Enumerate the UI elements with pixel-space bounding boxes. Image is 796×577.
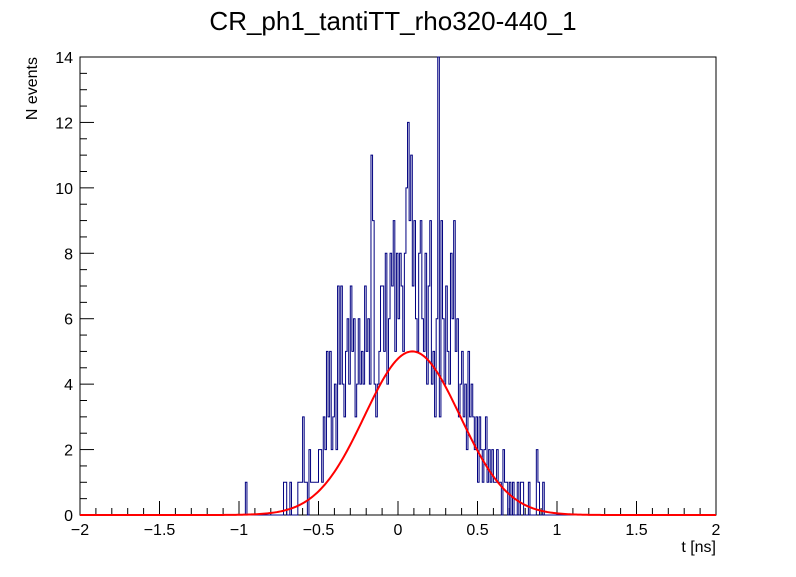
histogram-series: [80, 56, 716, 516]
x-tick-label: 1.5: [625, 522, 647, 539]
y-tick-label: 8: [64, 246, 73, 263]
fit-curve-layer: [80, 350, 716, 516]
histogram-line: [80, 56, 716, 516]
x-tick-label: 1: [553, 522, 562, 539]
x-tick-label: 2: [712, 522, 721, 539]
y-tick-label: 0: [64, 508, 73, 525]
y-axis: 0 2 4 6 8 10 12 14: [55, 50, 94, 525]
x-axis-label: t [ns]: [681, 539, 716, 556]
x-tick-label: −0.5: [303, 522, 335, 539]
chart-title: CR_ph1_tantiTT_rho320-440_1: [209, 6, 576, 36]
x-axis: −2 −1.5 −1 −0.5 0 0.5 1 1.5 2: [71, 501, 721, 539]
x-tick-label: −1.5: [144, 522, 176, 539]
gaussian-fit-curve: [80, 350, 716, 516]
x-tick-label: 0.5: [466, 522, 488, 539]
y-tick-label: 10: [55, 181, 73, 198]
x-tick-label: 0: [394, 522, 403, 539]
y-tick-label: 2: [64, 443, 73, 460]
x-tick-label: −1: [230, 522, 248, 539]
y-axis-label: N events: [24, 57, 41, 120]
y-tick-label: 12: [55, 115, 73, 132]
x-tick-label: −2: [71, 522, 89, 539]
y-tick-label: 6: [64, 312, 73, 329]
y-tick-label: 14: [55, 50, 73, 67]
y-tick-label: 4: [64, 377, 73, 394]
